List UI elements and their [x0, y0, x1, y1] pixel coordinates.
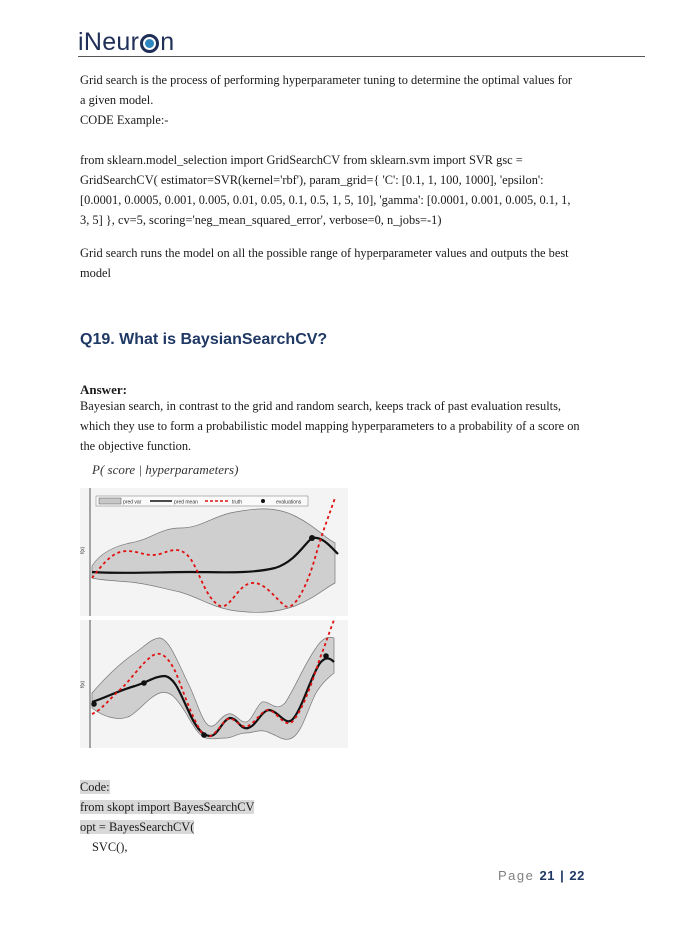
code-line: [0.0001, 0.0005, 0.001, 0.005, 0.01, 0.0… — [80, 193, 571, 207]
question-heading: Q19. What is BaysianSearchCV? — [80, 331, 328, 348]
text-line: Grid search runs the model on all the po… — [80, 246, 569, 260]
ylabel-top: f(x) — [80, 546, 86, 554]
code-line: from sklearn.model_selection import Grid… — [80, 153, 523, 167]
figure-label: P( score | hyperparameters) — [92, 462, 239, 477]
page-footer: Page 21 | 22 — [498, 868, 585, 883]
text-line: CODE Example:- — [80, 113, 169, 127]
logo-text-end: n — [160, 28, 175, 56]
logo-text: iNeur — [78, 28, 140, 56]
text-line: model — [80, 266, 111, 280]
answer-heading: Answer: — [80, 382, 127, 397]
text-line: Bayesian search, in contrast to the grid… — [80, 399, 562, 413]
code-heading: Code: — [80, 780, 110, 794]
text-line: the objective function. — [80, 439, 192, 453]
code-block-2: Code: from skopt import BayesSearchCV op… — [80, 777, 255, 857]
code-line: 3, 5] }, cv=5, scoring='neg_mean_squared… — [80, 213, 442, 227]
text-line: which they use to form a probabilistic m… — [80, 419, 580, 433]
code-line: opt = BayesSearchCV( — [80, 820, 195, 834]
bayesian-figure: pred var pred mean truth evaluations f(x… — [80, 488, 348, 748]
code-line: from skopt import BayesSearchCV — [80, 800, 255, 814]
logo-o-icon — [140, 34, 160, 53]
gp-plot: pred var pred mean truth evaluations f(x… — [80, 488, 348, 748]
legend-evaluations: evaluations — [276, 500, 302, 506]
header-rule — [78, 56, 645, 57]
text-line: a given model. — [80, 93, 154, 107]
paragraph-1: Grid search is the process of performing… — [80, 70, 608, 130]
ylabel-bottom: f(x) — [80, 680, 86, 688]
logo: iNeur n — [78, 28, 174, 57]
legend-pred-var: pred var — [123, 500, 142, 506]
code-line: GridSearchCV( estimator=SVR(kernel='rbf'… — [80, 173, 544, 187]
code-example-1: from sklearn.model_selection import Grid… — [80, 150, 620, 230]
legend-truth: truth — [232, 500, 242, 506]
page-word: Page — [498, 868, 535, 883]
code-line: SVC(), — [92, 840, 128, 854]
answer-paragraph: Bayesian search, in contrast to the grid… — [80, 396, 610, 456]
paragraph-2: Grid search runs the model on all the po… — [80, 243, 608, 283]
page-current: 21 — [539, 868, 555, 883]
page-total: 22 — [569, 868, 585, 883]
legend-pred-mean: pred mean — [174, 500, 198, 506]
text-line: Grid search is the process of performing… — [80, 73, 573, 87]
